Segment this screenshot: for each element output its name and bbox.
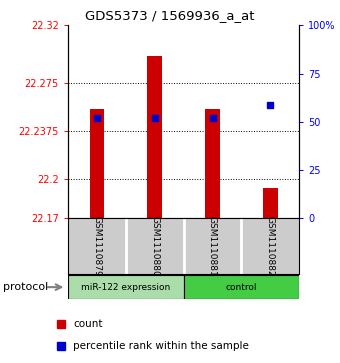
Text: GDS5373 / 1569936_a_at: GDS5373 / 1569936_a_at — [85, 9, 255, 22]
Text: percentile rank within the sample: percentile rank within the sample — [73, 341, 249, 351]
Text: GSM1110882: GSM1110882 — [266, 216, 275, 276]
Bar — [148, 56, 162, 218]
Bar — [90, 109, 104, 218]
Text: protocol: protocol — [3, 282, 49, 292]
Text: GSM1110881: GSM1110881 — [208, 216, 217, 276]
Text: GSM1110880: GSM1110880 — [150, 216, 159, 276]
Bar — [205, 109, 220, 218]
Text: miR-122 expression: miR-122 expression — [81, 283, 170, 291]
Bar — [184, 275, 299, 299]
Bar — [68, 275, 184, 299]
Text: count: count — [73, 319, 103, 329]
Text: control: control — [226, 283, 257, 291]
Text: GSM1110879: GSM1110879 — [92, 216, 101, 276]
Bar — [263, 188, 277, 218]
